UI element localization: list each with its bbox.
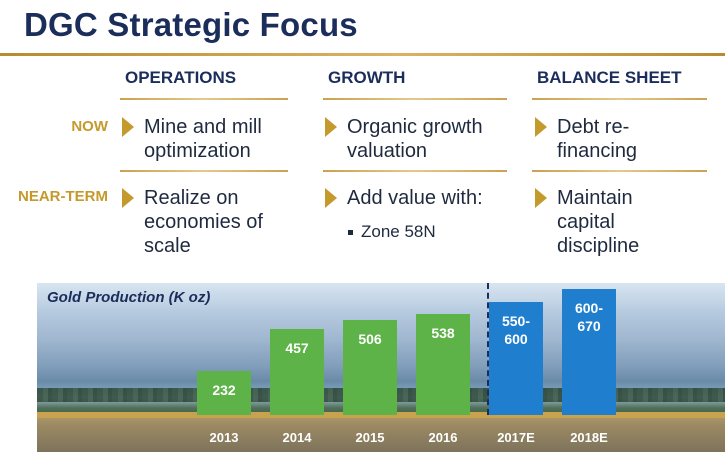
cell-text: Debt re-financing (557, 116, 638, 162)
cell-near-term-balance-sheet: Maintain capital discipline (535, 186, 685, 258)
triangle-right-icon (122, 188, 134, 208)
title-underline (0, 53, 725, 56)
bar-value-label: 506 (358, 331, 382, 347)
x-tick-label: 2015 (355, 430, 385, 445)
cell-now-operations: Mine and mill optimization (122, 115, 292, 163)
bar-value-label: 600- 670 (574, 300, 604, 334)
header-divider-growth (323, 98, 507, 100)
background-ground (37, 413, 725, 452)
cell-text: Add value with: (347, 187, 483, 209)
row-divider-growth (323, 170, 507, 172)
production-bar: 538 (416, 314, 470, 415)
column-header-balance-sheet: BALANCE SHEET (537, 68, 682, 87)
production-bar: 232 (197, 371, 251, 415)
header-divider-operations (120, 98, 288, 100)
row-divider-operations (120, 170, 288, 172)
page-title: DGC Strategic Focus (24, 6, 358, 43)
column-header-growth: GROWTH (328, 68, 406, 87)
triangle-right-icon (325, 117, 337, 137)
x-tick-label: 2016 (428, 430, 458, 445)
triangle-right-icon (535, 117, 547, 137)
column-header-operations: OPERATIONS (125, 68, 237, 87)
baseline-strip (37, 412, 725, 418)
x-tick-label: 2013 (209, 430, 239, 445)
row-divider-balance-sheet (532, 170, 707, 172)
x-tick-label: 2017E (497, 430, 535, 445)
chart-title: Gold Production (K oz) (47, 289, 211, 306)
production-bar: 457 (270, 329, 324, 415)
cell-now-growth: Organic growth valuation (325, 115, 510, 163)
x-tick-label: 2014 (282, 430, 312, 445)
cell-now-balance-sheet: Debt re-financing (535, 115, 705, 163)
x-tick-label: 2018E (570, 430, 608, 445)
bar-value-label: 538 (431, 325, 455, 341)
triangle-right-icon (535, 188, 547, 208)
square-bullet-icon (348, 229, 353, 235)
estimate-bar: 550- 600 (489, 302, 543, 415)
cell-text: Organic growth valuation (347, 116, 483, 162)
header-divider-balance-sheet (532, 98, 707, 100)
bar-value-label: 457 (285, 340, 309, 356)
estimate-bar: 600- 670 (562, 289, 616, 415)
gold-production-chart: Gold Production (K oz) 232 2013 457 2014 506… (37, 283, 725, 452)
cell-near-term-growth: Add value with: (325, 186, 515, 210)
bar-value-label: 550- 600 (501, 313, 531, 347)
bar-value-label: 232 (212, 382, 236, 398)
sub-bullet-text: Zone 58N (361, 222, 436, 241)
row-label-near-term: NEAR-TERM (18, 188, 108, 205)
production-bar: 506 (343, 320, 397, 415)
sub-bullet-zone: Zone 58N (348, 222, 436, 242)
triangle-right-icon (122, 117, 134, 137)
cell-text: Maintain capital discipline (557, 187, 640, 257)
cell-text: Realize on economies of scale (144, 187, 263, 257)
cell-near-term-operations: Realize on economies of scale (122, 186, 272, 258)
estimate-divider (487, 283, 489, 415)
cell-text: Mine and mill optimization (144, 116, 262, 162)
triangle-right-icon (325, 188, 337, 208)
row-label-now: NOW (71, 118, 108, 135)
